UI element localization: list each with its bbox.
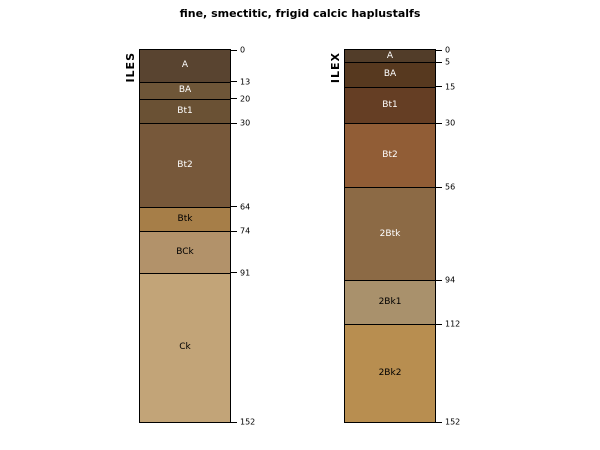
depth-tick <box>435 122 442 124</box>
horizon-rect: 2Bk2 <box>345 324 435 422</box>
depth-tick <box>230 49 237 51</box>
horizon-rect: 2Btk <box>345 187 435 281</box>
depth-tick <box>435 49 442 51</box>
horizon-rect: A <box>140 50 230 82</box>
horizon-label: Bt1 <box>177 106 193 117</box>
horizon-rect: Bt2 <box>140 123 230 207</box>
depth-label: 152 <box>445 417 461 427</box>
horizon-label: Btk <box>177 213 193 224</box>
depth-label: 56 <box>445 182 456 192</box>
depth-label: 0 <box>445 45 451 55</box>
horizon-label: Bt2 <box>177 160 193 170</box>
depth-label: 94 <box>445 275 456 285</box>
depth-label: 64 <box>240 202 251 212</box>
depth-label: 30 <box>445 118 456 128</box>
horizon-rect: 2Bk1 <box>345 280 435 325</box>
pedon-body: A BA Bt1 Bt2 Btk BCk Ck <box>139 49 231 423</box>
horizon-label: Ck <box>179 342 191 353</box>
depth-tick <box>435 86 442 88</box>
depth-label: 30 <box>240 118 251 128</box>
horizon-label: BA <box>178 85 192 96</box>
depth-tick <box>230 122 237 124</box>
profile-id-label: ILEX <box>329 52 342 84</box>
depth-tick <box>230 272 237 274</box>
horizon-label: 2Btk <box>379 228 401 239</box>
horizon-rect: Btk <box>140 206 230 232</box>
depth-tick <box>435 279 442 281</box>
horizon-label: BCk <box>176 246 194 257</box>
horizon-label: BA <box>383 69 397 80</box>
depth-tick <box>435 323 442 325</box>
profile-iles: ILES A BA Bt1 Bt2 Btk BCk Ck 0 13 20 30 64 74 91 152 <box>124 46 255 427</box>
depth-tick <box>435 421 442 423</box>
depth-label: 152 <box>240 417 256 427</box>
chart-title: fine, smectitic, frigid calcic haplustal… <box>179 7 421 20</box>
horizon-rect: Bt1 <box>140 98 230 124</box>
depth-label: 20 <box>240 94 251 104</box>
horizon-rect: BCk <box>140 231 230 273</box>
horizon-rect: Ck <box>140 272 230 422</box>
profile-ilex: ILEX A BA Bt1 Bt2 2Btk 2Bk1 2Bk2 0 5 15 30 56 94 112 15… <box>329 46 460 427</box>
depth-tick <box>435 61 442 63</box>
depth-tick <box>230 98 237 100</box>
horizon-label: A <box>181 60 189 71</box>
depth-label: 0 <box>240 45 246 55</box>
horizon-label: Bt1 <box>382 100 398 111</box>
horizon-label: 2Bk1 <box>378 297 402 308</box>
depth-tick <box>230 421 237 423</box>
horizon-rect: BA <box>140 81 230 99</box>
horizon-label: A <box>386 50 394 61</box>
depth-tick <box>230 206 237 208</box>
horizon-rect: A <box>345 50 435 63</box>
horizon-rect: Bt1 <box>345 86 435 124</box>
depth-tick <box>435 186 442 188</box>
depth-label: 91 <box>240 268 251 278</box>
depth-label: 74 <box>240 226 251 236</box>
horizon-rect: BA <box>345 62 435 87</box>
pedon-body: A BA Bt1 Bt2 2Btk 2Bk1 2Bk2 <box>344 49 436 423</box>
horizon-rect: Bt2 <box>345 123 435 188</box>
depth-label: 5 <box>445 57 451 67</box>
horizon-label: Bt2 <box>382 150 398 161</box>
depth-label: 112 <box>445 319 461 329</box>
depth-label: 13 <box>240 77 251 87</box>
depth-tick <box>230 81 237 83</box>
depth-tick <box>230 230 237 232</box>
horizon-label: 2Bk2 <box>378 368 402 379</box>
profile-id-label: ILES <box>124 52 137 83</box>
depth-label: 15 <box>445 82 456 92</box>
